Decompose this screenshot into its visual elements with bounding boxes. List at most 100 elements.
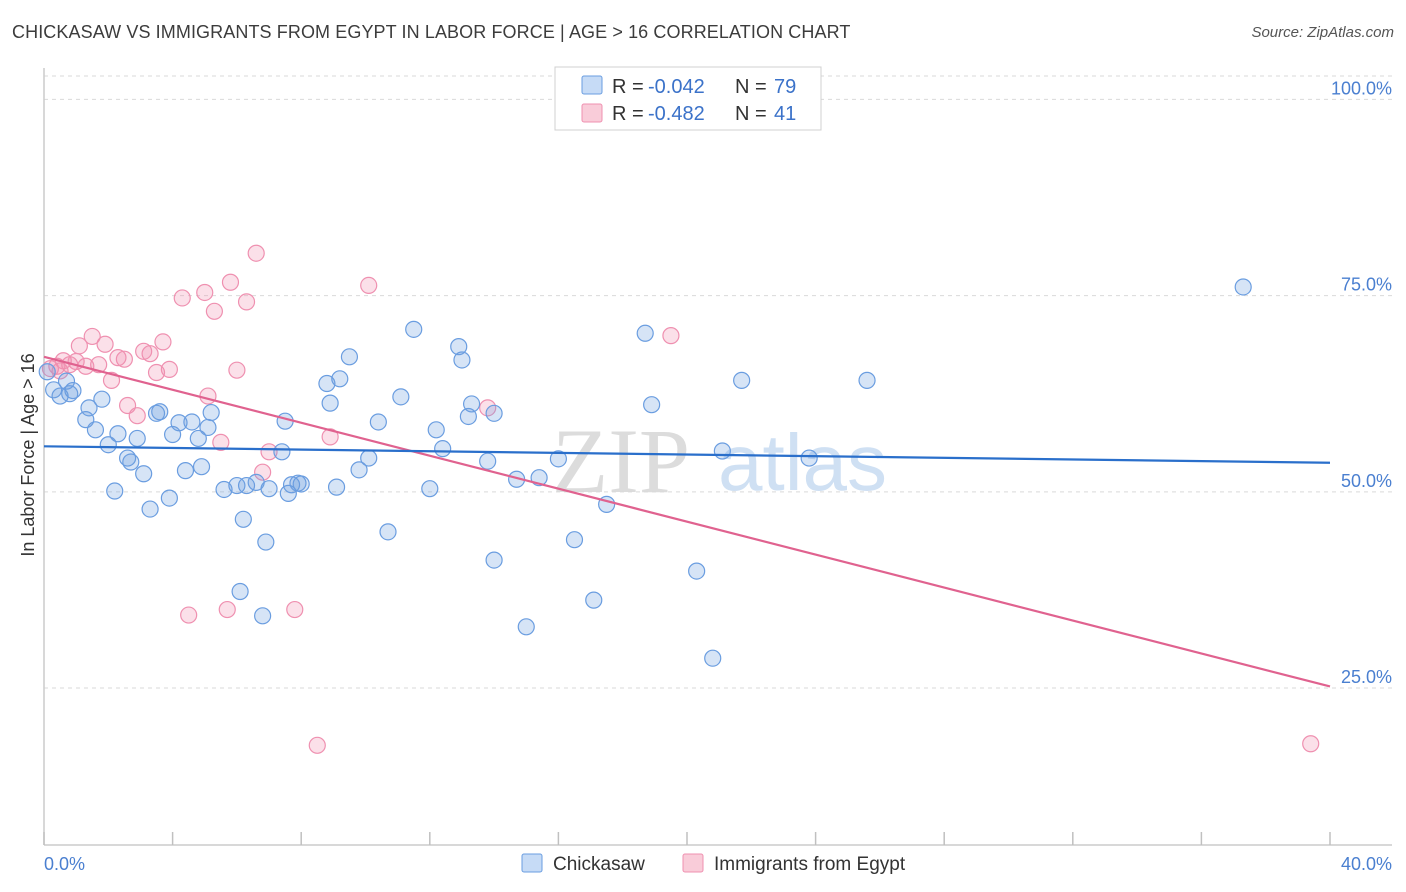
chickasaw-point — [421, 480, 439, 498]
chickasaw-point — [318, 374, 336, 393]
egypt-point — [218, 600, 236, 619]
chickasaw-point — [254, 607, 272, 625]
chickasaw-point — [462, 395, 481, 413]
chickasaw-point — [257, 533, 275, 551]
axes — [43, 68, 1392, 846]
chickasaw-point — [350, 461, 368, 479]
chickasaw-point — [122, 453, 140, 471]
y-tick-label: 75.0% — [1341, 275, 1392, 295]
chickasaw-point — [202, 403, 220, 422]
chickasaw-point — [704, 649, 722, 667]
chickasaw-point — [61, 385, 79, 403]
chickasaw-point — [321, 394, 339, 412]
watermark-zip: ZIP — [552, 410, 690, 512]
egypt-point — [1302, 735, 1320, 753]
chart-title: CHICKASAW VS IMMIGRANTS FROM EGYPT IN LA… — [12, 22, 851, 42]
egypt-point — [662, 327, 680, 345]
chickasaw-point — [369, 413, 387, 431]
legend-swatch-chickasaw — [581, 75, 603, 95]
y-axis-label: In Labor Force | Age > 16 — [18, 353, 38, 556]
bottom-legend-chickasaw: Chickasaw — [553, 854, 645, 875]
egypt-point — [254, 463, 272, 481]
egypt-point — [180, 606, 198, 624]
egypt-point — [154, 333, 172, 351]
chickasaw-point — [479, 452, 497, 470]
legend-swatch-egypt — [581, 103, 603, 123]
chickasaw-point — [379, 523, 397, 541]
egypt-point — [205, 302, 223, 320]
chickasaw-point — [405, 320, 423, 338]
trend-lines — [43, 355, 1331, 688]
chickasaw-point — [327, 478, 346, 496]
egypt-point — [128, 407, 146, 425]
legend-n-value-2: 41 — [774, 103, 796, 125]
chickasaw-point — [331, 370, 349, 388]
chickasaw-point — [643, 396, 661, 414]
egypt-point — [260, 443, 278, 461]
egypt-point — [308, 736, 326, 754]
chickasaw-point — [99, 436, 117, 454]
chickasaw-point — [392, 388, 410, 406]
chickasaw-point — [45, 381, 63, 399]
legend-n-value-1: 79 — [774, 76, 796, 98]
egypt-point — [199, 387, 217, 405]
chickasaw-point — [858, 371, 876, 389]
x-tick-label-max: 40.0% — [1341, 854, 1392, 874]
chickasaw-point — [273, 443, 291, 461]
egypt-point — [147, 363, 166, 382]
egypt-point — [321, 428, 339, 446]
chickasaw-point — [151, 403, 169, 421]
chickasaw-point — [237, 476, 256, 495]
legend-r-label-1: R = — [612, 76, 644, 98]
bottom-legend-swatch-chickasaw — [521, 853, 543, 873]
chickasaw-point — [64, 381, 82, 400]
chickasaw-point — [215, 480, 233, 499]
egypt-point — [173, 289, 191, 307]
source-label: Source: ZipAtlas.com — [1251, 24, 1394, 41]
chickasaw-points — [38, 278, 1252, 667]
chickasaw-point — [340, 348, 359, 366]
egypt-point — [96, 335, 114, 353]
egypt-point — [102, 371, 121, 389]
chickasaw-point — [434, 440, 452, 458]
egypt-point — [247, 244, 265, 262]
egypt-point — [196, 283, 214, 302]
chickasaw-point — [106, 482, 124, 500]
chickasaw-point — [176, 462, 195, 480]
egypt-point — [221, 273, 240, 291]
chickasaw-point — [453, 351, 471, 369]
chickasaw-point — [38, 363, 56, 381]
chickasaw-point — [450, 338, 468, 356]
egypt-point — [115, 350, 133, 368]
chickasaw-point — [160, 489, 178, 507]
chickasaw-point — [485, 551, 503, 569]
legend-n-label-1: N = — [735, 76, 767, 98]
chickasaw-point — [141, 500, 159, 518]
egypt-point — [83, 327, 101, 346]
y-tick-label: 100.0% — [1331, 78, 1392, 98]
egypt-point — [109, 349, 127, 367]
chickasaw-point — [485, 404, 503, 422]
chickasaw-point — [636, 324, 654, 342]
chickasaw-point — [713, 442, 731, 460]
chickasaw-point — [93, 390, 111, 408]
legend: R = -0.042 N = 79 R = -0.482 N = 41 — [554, 66, 822, 131]
egypt-point — [237, 293, 256, 311]
chickasaw-point — [228, 476, 246, 495]
bottom-legend-swatch-egypt — [682, 853, 704, 873]
egypt-point — [160, 360, 178, 378]
chickasaw-point — [292, 475, 310, 493]
y-tick-label: 50.0% — [1341, 471, 1392, 491]
egypt-point — [141, 345, 159, 363]
chickasaw-point — [517, 618, 535, 636]
chickasaw-point — [800, 449, 818, 467]
chickasaw-trend-line — [43, 445, 1331, 464]
y-tick-label: 25.0% — [1341, 667, 1392, 687]
bottom-legend-egypt: Immigrants from Egypt — [714, 854, 906, 875]
legend-r-value-1: -0.042 — [648, 76, 705, 98]
chickasaw-point — [688, 562, 706, 580]
egypt-point — [228, 361, 246, 379]
y-tick-labels: 25.0% 50.0% 75.0% 100.0% — [1331, 78, 1392, 687]
chickasaw-point — [80, 399, 98, 417]
